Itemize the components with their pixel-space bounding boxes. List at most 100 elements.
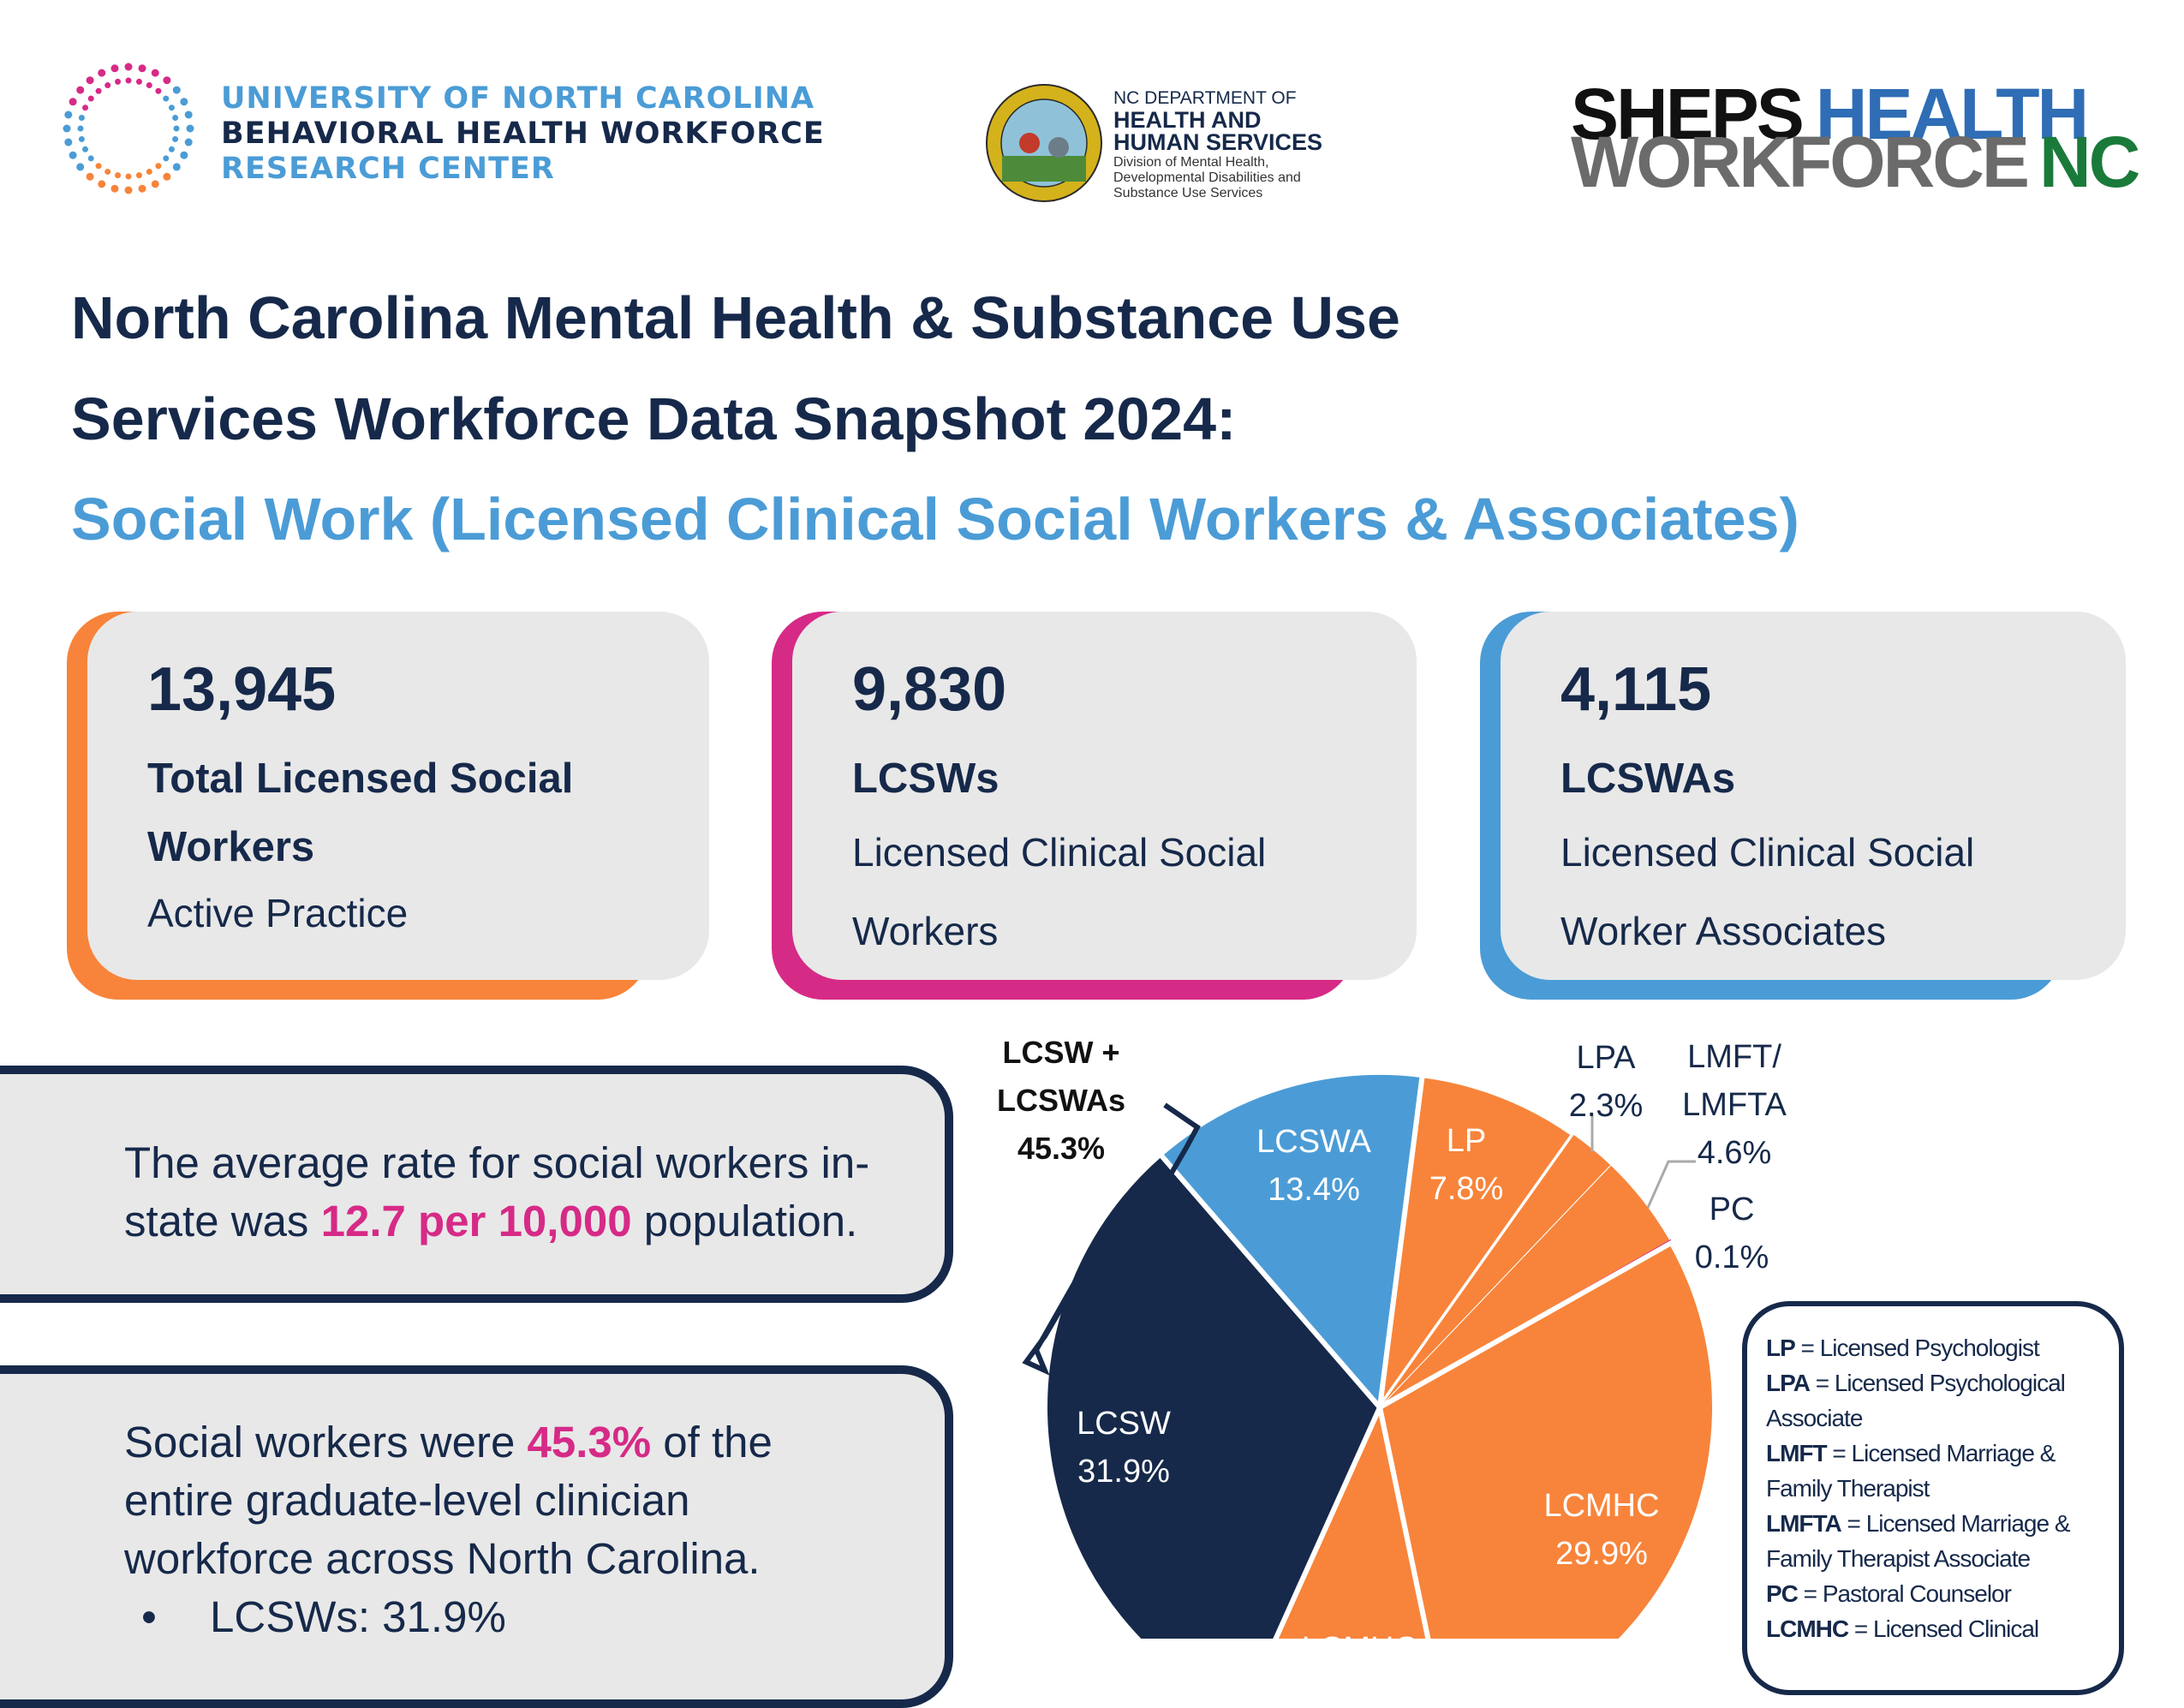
logo-dot <box>115 78 122 85</box>
pie-label-lcsw: LCSW 31.9% <box>1077 1406 1171 1490</box>
logo-dot <box>146 168 152 175</box>
logo-dot <box>76 86 85 94</box>
card-number: 4,115 <box>1560 655 1712 724</box>
logo-dot <box>168 146 175 152</box>
sheps-word: SHEPS <box>1571 74 1805 154</box>
card-label: LCSWs <box>852 755 1000 802</box>
dhhs-line3: HUMAN SERVICES <box>1113 129 1323 155</box>
logo-dot <box>155 163 162 170</box>
logo-dot <box>180 151 188 159</box>
logo-dot <box>124 186 133 194</box>
logo-dot <box>155 87 162 94</box>
card-number: 9,830 <box>852 655 1007 724</box>
card-sub: Active Practice <box>147 891 409 935</box>
nc-state-seal-icon <box>986 84 1102 202</box>
rate-stat-text: The average rate for social workers in-s… <box>124 1138 870 1245</box>
logo-dot <box>180 98 188 106</box>
logo-dot <box>184 110 193 119</box>
logo-dot <box>138 64 146 73</box>
pie-label-pc: PC 0.1% <box>1694 1191 1769 1275</box>
group-annotation-lcsw-lcswa: LCSW + LCSWAs 45.3% <box>996 1035 1126 1166</box>
logo-dot <box>87 155 94 162</box>
logo-dot <box>151 69 159 77</box>
health-word: HEALTH <box>1815 74 2089 154</box>
logo-dot <box>151 180 159 188</box>
page-subtitle: Social Work (Licensed Clinical Social Wo… <box>71 486 1799 552</box>
logo-dot <box>69 98 77 106</box>
dhhs-line6: Substance Use Services <box>1113 186 1263 200</box>
nc-word: NC <box>2038 122 2140 202</box>
logo-dot <box>135 78 142 85</box>
logo-dot <box>138 184 146 193</box>
pie-label-lcmhc: LCMHC 29.9% <box>1543 1488 1660 1572</box>
pie-label-lcswa: LCSWA 13.4% <box>1256 1124 1371 1208</box>
logo-dot <box>86 76 94 85</box>
logo-dot <box>82 105 89 111</box>
card-label: Total Licensed Social Workers <box>147 755 574 870</box>
pie-label-lcmhca: LCMHCA <box>1301 1631 1440 1667</box>
unc-logo-line3: RESEARCH CENTER <box>221 152 555 186</box>
logo-dot <box>77 125 84 132</box>
logo-dot <box>78 135 85 142</box>
logo-dot <box>163 95 170 102</box>
logo-dot <box>172 135 179 142</box>
pie-label-lp: LP 7.8% <box>1429 1123 1504 1207</box>
logo-dot <box>76 163 85 171</box>
pie-slice-lcswa <box>1156 1070 1426 1414</box>
pie-slice-lcsw <box>1042 1150 1383 1639</box>
logo-dot <box>163 172 171 181</box>
card-sub: Licensed Clinical Social Worker Associat… <box>1560 830 1975 953</box>
logo-dot <box>135 172 142 179</box>
logo-dot <box>172 163 181 171</box>
logo-dot <box>98 180 106 188</box>
logo-dot <box>110 64 119 73</box>
logo-dot <box>69 151 77 159</box>
logo-dot <box>173 125 180 132</box>
logo-dot <box>172 115 179 122</box>
logo-dot <box>124 63 133 71</box>
dhhs-line4: Division of Mental Health, <box>1113 155 1269 170</box>
logo-dot <box>87 95 94 102</box>
logo-dot <box>115 172 122 179</box>
logo-dot <box>172 86 181 94</box>
logo-dot <box>82 146 89 152</box>
page-title-line1: North Carolina Mental Health & Substance… <box>71 284 1400 351</box>
workforce-word: WORKFORCE <box>1571 122 2030 202</box>
logo-dot <box>78 115 85 122</box>
legend-item: LPA = Licensed Psychological Associate <box>1766 1370 2066 1431</box>
page-title-line2: Services Workforce Data Snapshot 2024: <box>71 385 1237 452</box>
share-stat-text: Social workers were 45.3% of the entire … <box>124 1418 773 1583</box>
logo-dot <box>98 69 106 77</box>
logo-dot <box>125 77 132 84</box>
legend-item: LP = Licensed Psychologist <box>1766 1335 2040 1361</box>
card-number: 13,945 <box>147 655 337 724</box>
pie-slice-lcmhca <box>1273 1399 1431 1639</box>
pie-label-lpa: LPA 2.3% <box>1568 1040 1644 1124</box>
logo-dot <box>163 76 171 85</box>
pie-slice-lp <box>1377 1072 1578 1409</box>
dotted-circle-logo-icon <box>63 63 194 194</box>
dhhs-line2: HEALTH AND <box>1113 107 1262 133</box>
abbreviation-legend: LP = Licensed Psychologist LPA = Licensed… <box>1742 1301 2124 1695</box>
logo-dot <box>64 110 73 119</box>
logo-dot <box>95 163 102 170</box>
rate-stat-box: The average rate for social workers in-s… <box>0 1066 953 1303</box>
logo-dot <box>146 82 152 89</box>
logo-dot <box>186 124 194 133</box>
pie-chart <box>1022 1070 1717 1639</box>
unc-logo-line1: UNIVERSITY OF NORTH CAROLINA <box>221 81 815 116</box>
leader-line-lmft <box>1646 1160 1696 1209</box>
logo-dot <box>64 138 73 146</box>
logo-dot <box>163 155 170 162</box>
pie-slice-lcmhc <box>1376 1239 1717 1639</box>
group-bracket <box>1022 1102 1201 1376</box>
logo-dot <box>125 173 132 180</box>
logo-dot <box>86 172 94 181</box>
legend-item: PC = Pastoral Counselor <box>1766 1580 2012 1607</box>
dhhs-line5: Developmental Disabilities and <box>1113 170 1301 185</box>
dhhs-line1: NC DEPARTMENT OF <box>1113 88 1297 108</box>
legend-item: LCMHC = Licensed Clinical <box>1766 1615 2039 1642</box>
logo-dot <box>168 105 175 111</box>
logo-dot <box>104 82 111 89</box>
logo-dot <box>184 138 193 146</box>
